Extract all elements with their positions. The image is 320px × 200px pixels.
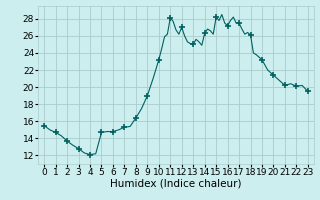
X-axis label: Humidex (Indice chaleur): Humidex (Indice chaleur) bbox=[110, 179, 242, 189]
